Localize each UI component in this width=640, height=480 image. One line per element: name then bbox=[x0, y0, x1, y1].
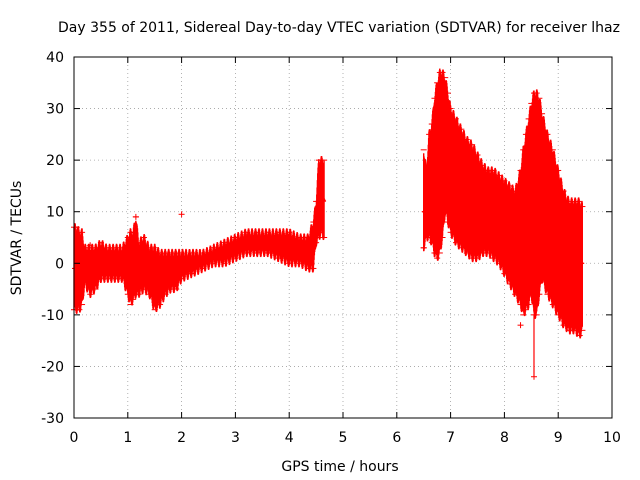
outlier-point bbox=[517, 322, 524, 329]
outlier-point bbox=[87, 242, 94, 249]
y-tick-label: 40 bbox=[46, 50, 64, 66]
y-tick-label: 0 bbox=[55, 256, 64, 272]
y-tick-label: 10 bbox=[46, 205, 64, 221]
x-tick-label: 8 bbox=[500, 430, 509, 446]
x-tick-label: 5 bbox=[339, 430, 348, 446]
x-tick-label: 6 bbox=[392, 430, 401, 446]
y-tick-label: 20 bbox=[46, 153, 64, 169]
x-axis-title: GPS time / hours bbox=[281, 459, 398, 475]
y-axis-title: SDTVAR / TECUs bbox=[9, 181, 25, 296]
axis-ticks: 0 1 2 3 4 5 6 7 8 9 10 -30 -20 -10 0 10 20 30 40 bbox=[41, 50, 621, 446]
x-tick-label: 4 bbox=[285, 430, 294, 446]
x-tick-label: 10 bbox=[603, 430, 621, 446]
y-tick-label: -10 bbox=[41, 308, 64, 324]
x-tick-label: 7 bbox=[446, 430, 455, 446]
x-tick-label: 3 bbox=[231, 430, 240, 446]
y-tick-label: -30 bbox=[41, 411, 64, 427]
x-tick-label: 0 bbox=[70, 430, 79, 446]
outlier-point bbox=[132, 213, 139, 220]
outlier-point bbox=[178, 211, 185, 218]
y-tick-label: -20 bbox=[41, 359, 64, 375]
x-tick-label: 2 bbox=[177, 430, 186, 446]
chart-title: Day 355 of 2011, Sidereal Day-to-day VTE… bbox=[58, 20, 620, 36]
x-tick-label: 1 bbox=[123, 430, 132, 446]
x-tick-label: 9 bbox=[554, 430, 563, 446]
outlier-point bbox=[420, 244, 427, 251]
y-tick-label: 30 bbox=[46, 102, 64, 118]
data-layer bbox=[71, 68, 586, 380]
